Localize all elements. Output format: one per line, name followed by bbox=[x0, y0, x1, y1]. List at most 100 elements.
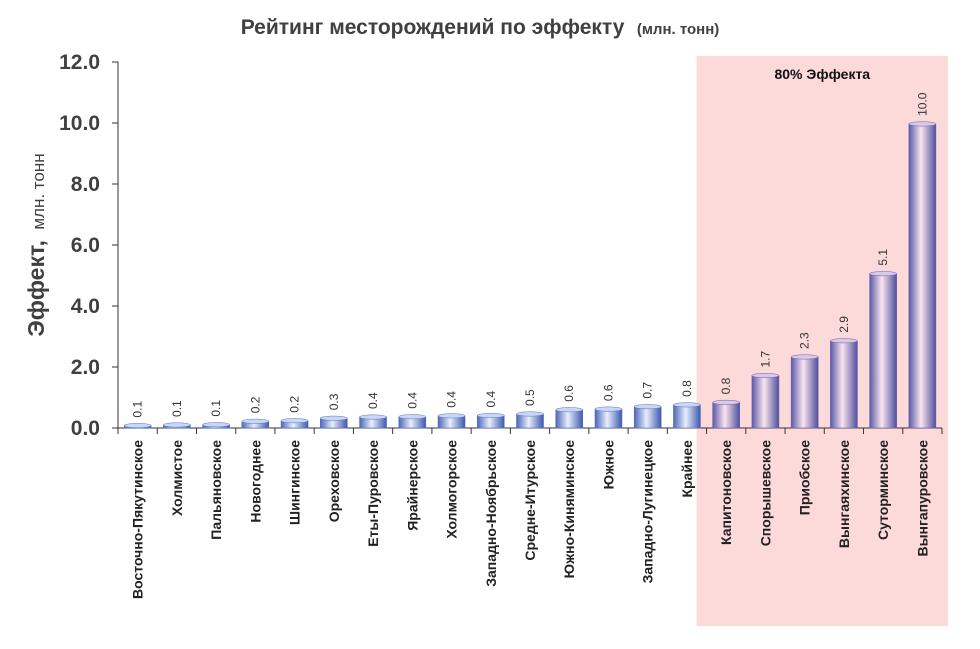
data-label: 0.6 bbox=[601, 384, 615, 401]
x-tick-label: Южное bbox=[600, 440, 616, 490]
bar-cap bbox=[673, 402, 701, 408]
x-tick-label: Шингинское bbox=[287, 440, 303, 525]
data-label: 0.4 bbox=[445, 391, 459, 408]
bar-cap bbox=[516, 411, 544, 417]
y-axis-label-unit: млн. тонн bbox=[29, 153, 48, 229]
data-label: 1.7 bbox=[758, 351, 772, 368]
bar bbox=[712, 402, 740, 429]
bar-group bbox=[202, 422, 230, 429]
bar bbox=[790, 356, 819, 429]
bar-cap bbox=[163, 422, 191, 428]
bar-cap bbox=[320, 415, 348, 421]
bar-group bbox=[594, 406, 623, 429]
x-tick-label: Спорышевское bbox=[757, 440, 773, 546]
x-tick-label: Вынгаяхинское bbox=[836, 440, 852, 548]
data-label: 0.8 bbox=[719, 377, 733, 394]
bar-group bbox=[398, 414, 427, 429]
data-label: 0.8 bbox=[680, 380, 694, 397]
data-label: 2.3 bbox=[798, 332, 812, 349]
bar-cap bbox=[790, 354, 819, 360]
bar bbox=[908, 123, 937, 429]
bar-cap bbox=[712, 399, 740, 405]
data-label: 2.9 bbox=[837, 316, 851, 333]
x-tick-label: Еты-Пуровское bbox=[365, 440, 381, 547]
bar-group bbox=[751, 373, 780, 429]
bar bbox=[594, 408, 623, 429]
y-tick-label: 6.0 bbox=[71, 234, 100, 257]
bar-group bbox=[830, 338, 858, 429]
data-label: 0.4 bbox=[405, 392, 419, 409]
bar bbox=[751, 375, 780, 429]
y-axis-label: Эффект, млн. тонн bbox=[23, 153, 49, 336]
data-label: 0.1 bbox=[170, 400, 184, 417]
bar-cap bbox=[594, 406, 623, 412]
bar-group bbox=[908, 121, 937, 429]
x-tick-label: Ореховское bbox=[326, 440, 342, 522]
data-label: 0.4 bbox=[366, 392, 380, 409]
bar-cap bbox=[241, 418, 270, 424]
y-tick-label: 12.0 bbox=[59, 51, 100, 74]
bar-cap bbox=[202, 422, 230, 428]
bar-group bbox=[712, 399, 740, 429]
x-tick-label: Капитоновское bbox=[718, 440, 734, 545]
bar-group bbox=[123, 423, 152, 429]
x-tick-label: Средне-Итурское bbox=[522, 440, 538, 561]
x-tick-label: Крайнее bbox=[679, 440, 695, 498]
y-tick-label: 8.0 bbox=[71, 173, 100, 196]
x-tick-label: Западно-Ноябрьское bbox=[483, 440, 499, 587]
bar-cap bbox=[751, 373, 780, 378]
y-tick-label: 0.0 bbox=[71, 417, 100, 440]
highlight-region bbox=[696, 56, 948, 626]
y-tick-label: 4.0 bbox=[71, 295, 100, 318]
data-label: 0.1 bbox=[131, 401, 145, 418]
bar-group bbox=[790, 354, 819, 429]
chart-title-main: Рейтинг месторождений по эффекту bbox=[241, 16, 625, 39]
data-label: 0.2 bbox=[248, 396, 262, 413]
x-tick-label: Суторминское bbox=[875, 440, 891, 540]
bar-group bbox=[869, 271, 897, 429]
x-tick-label: Ярайнерское bbox=[404, 440, 420, 531]
chart-title: Рейтинг месторождений по эффекту (млн. т… bbox=[241, 16, 720, 39]
bar-cap bbox=[908, 121, 937, 127]
data-label: 0.3 bbox=[327, 393, 341, 410]
data-label: 0.6 bbox=[562, 385, 576, 402]
x-tick-label: Холмогорское bbox=[444, 440, 460, 539]
data-label: 0.1 bbox=[209, 400, 223, 417]
data-label: 5.1 bbox=[876, 249, 890, 266]
bar-group bbox=[359, 414, 387, 429]
data-label: 0.2 bbox=[288, 396, 302, 413]
bar-cap bbox=[398, 414, 427, 420]
data-label: 0.4 bbox=[484, 390, 498, 407]
bar-cap bbox=[123, 423, 152, 429]
x-tick-label: Вынгапуровское bbox=[914, 440, 930, 557]
x-tick-label: Южно-Киняминское bbox=[561, 440, 577, 579]
bar-group bbox=[280, 418, 309, 429]
highlight-label: 80% Эффекта bbox=[774, 66, 870, 82]
y-tick-label: 2.0 bbox=[71, 356, 100, 379]
bar bbox=[555, 409, 584, 429]
y-tick-label: 10.0 bbox=[59, 112, 100, 135]
bar-cap bbox=[555, 407, 583, 413]
x-tick-label: Холмистое bbox=[169, 440, 185, 516]
bar-group bbox=[320, 415, 348, 429]
bar-cap bbox=[359, 414, 387, 420]
data-label: 10.0 bbox=[915, 92, 929, 116]
bar bbox=[633, 406, 662, 429]
bar bbox=[869, 273, 897, 429]
plot-area: 0.0 2.0 4.0 6.0 8.0 10.0 12.0 0.1 Восточно-Пякут… bbox=[59, 51, 943, 599]
bar-group bbox=[241, 418, 270, 429]
x-tick-label: Западно-Лугинецкое bbox=[640, 440, 656, 584]
bar-group bbox=[163, 422, 191, 429]
bar-group bbox=[633, 404, 662, 429]
x-tick-label: Новогоднее bbox=[247, 440, 263, 523]
bar-cap bbox=[477, 413, 505, 418]
x-tick-label: Приобское bbox=[797, 440, 813, 515]
data-label: 0.7 bbox=[641, 382, 655, 399]
bar-cap bbox=[869, 271, 897, 277]
bar-group bbox=[673, 402, 701, 429]
bar-group bbox=[437, 413, 466, 429]
bar bbox=[673, 404, 701, 429]
bar-cap bbox=[633, 404, 662, 410]
bar-cap bbox=[437, 413, 466, 419]
